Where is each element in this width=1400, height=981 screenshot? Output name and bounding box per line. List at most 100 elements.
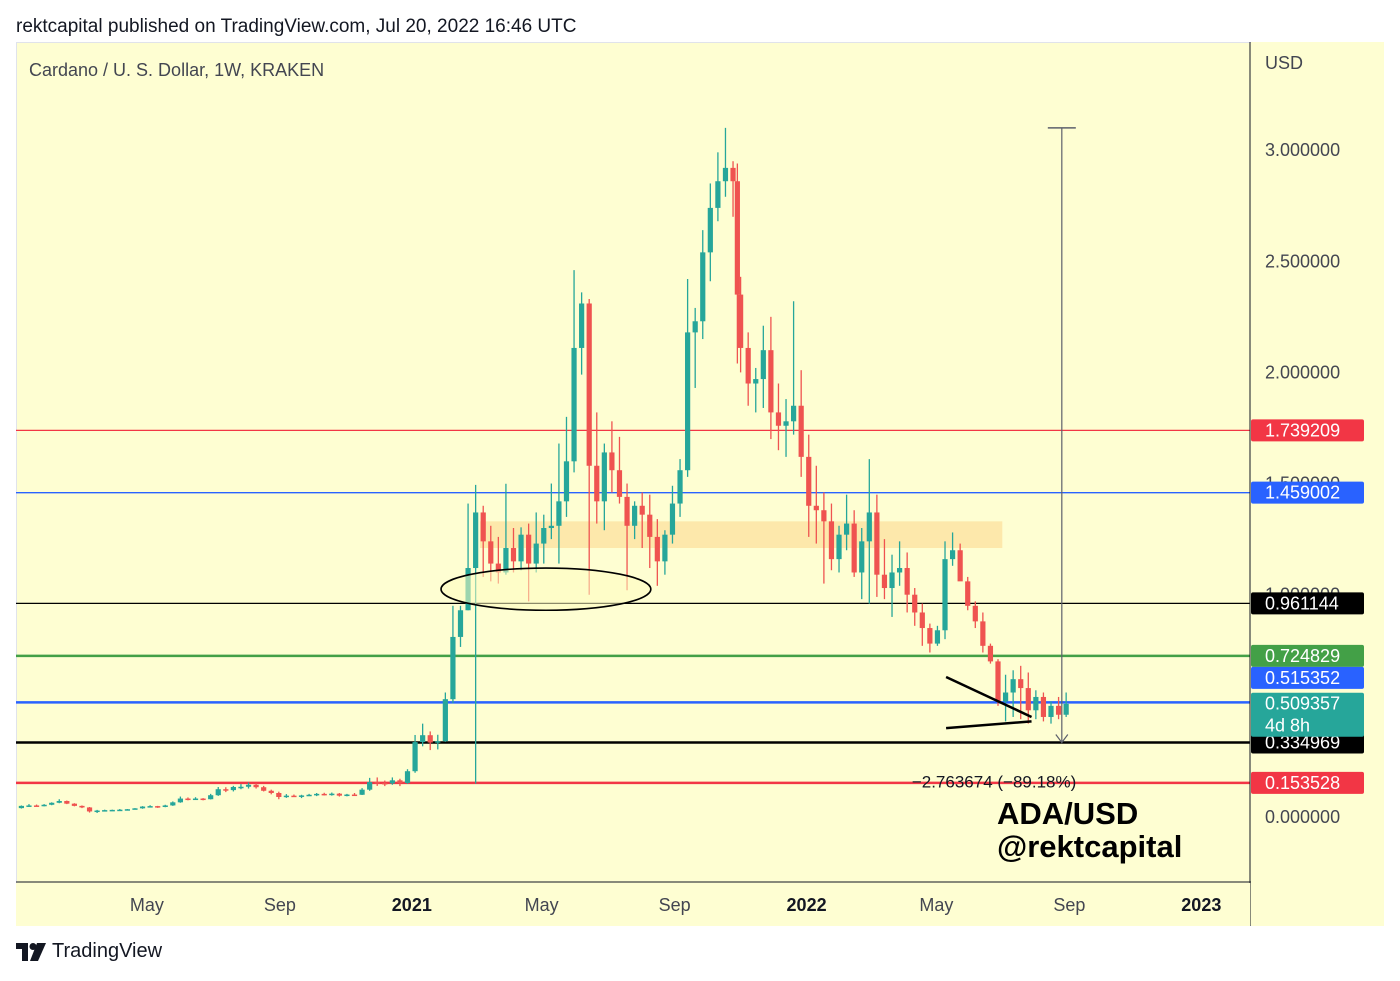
candle-body	[654, 536, 660, 562]
candle-body	[132, 808, 138, 810]
candle-body	[124, 809, 130, 811]
candle-body	[1002, 692, 1009, 702]
x-tick-label: 2023	[1181, 895, 1221, 915]
candle-body	[510, 548, 517, 562]
candle-body	[162, 805, 168, 807]
candle-body	[488, 541, 494, 564]
candle-body	[276, 792, 282, 797]
candle-body	[669, 503, 676, 535]
candle-body	[435, 741, 441, 743]
candle-body	[457, 610, 464, 637]
candle-body	[442, 699, 448, 742]
candle-body	[49, 802, 55, 805]
level-label-text: 0.334969	[1265, 733, 1340, 753]
horizontal-levels	[16, 429, 1250, 785]
candle-body	[692, 321, 698, 333]
y-tick-label: 3.000000	[1265, 140, 1340, 160]
candle-body	[828, 521, 835, 560]
publish-line: rektcapital published on TradingView.com…	[16, 16, 577, 37]
candle-body	[874, 512, 880, 575]
candle-body	[314, 793, 320, 796]
candle-body	[624, 496, 630, 526]
candle-body	[253, 784, 259, 788]
time-axis-bg	[16, 883, 1250, 926]
x-tick-label: Sep	[1053, 895, 1085, 915]
candle-body	[601, 452, 607, 502]
level-label-text: 1.459002	[1265, 483, 1340, 503]
brand-label: TradingView	[52, 940, 163, 962]
x-tick-label: May	[525, 895, 559, 915]
candle-body	[170, 802, 176, 806]
y-axis-unit: USD	[1265, 53, 1303, 73]
candle-body	[480, 512, 486, 542]
candle-body	[919, 612, 925, 629]
level-label-text: 1.739209	[1265, 420, 1340, 440]
candle-body	[420, 735, 426, 743]
candle-body	[1055, 705, 1062, 715]
candle-body	[662, 534, 668, 562]
candle-body	[632, 505, 638, 526]
current-price-bg	[1251, 692, 1364, 737]
candle-body	[768, 350, 774, 413]
candle-body	[859, 541, 865, 573]
candle-body	[215, 789, 221, 796]
candle-body	[382, 782, 388, 785]
candle-body	[881, 574, 888, 589]
candle-body	[306, 794, 312, 797]
x-tick-label: Sep	[264, 895, 296, 915]
candle-body	[86, 807, 93, 812]
candle-body	[321, 793, 327, 796]
candle-body	[775, 412, 782, 426]
measure-label: −2.763674 (−89.18%)	[912, 773, 1076, 792]
candle-body	[18, 805, 25, 809]
candle-body	[586, 303, 592, 466]
candle-body	[147, 806, 153, 808]
candle-body	[798, 405, 804, 457]
candle-body	[526, 534, 532, 564]
supply-zone	[479, 521, 1003, 549]
candle-body	[866, 512, 872, 542]
candle-body	[715, 181, 721, 208]
candle-body	[412, 742, 418, 772]
candle-body	[1018, 679, 1024, 689]
x-tick-label: 2021	[392, 895, 432, 915]
candle-body	[397, 780, 403, 783]
candle-body	[734, 181, 740, 295]
candle-body	[987, 645, 994, 662]
candle-body	[912, 594, 918, 613]
y-tick-label: 2.500000	[1265, 251, 1340, 271]
x-tick-label: May	[919, 895, 953, 915]
candle-body	[942, 559, 948, 631]
ellipse-annotation	[440, 567, 652, 612]
candle-body	[223, 789, 229, 791]
wedge-upper-line	[945, 675, 1033, 719]
candle-body	[851, 523, 857, 573]
candle-body	[208, 795, 214, 800]
candle-body	[329, 793, 335, 796]
level-label-bg	[1251, 481, 1364, 504]
price-chart[interactable]: −2.763674 (−89.18%) USD 3.000000 2.500000 2…	[16, 42, 1384, 926]
candle-body	[336, 793, 342, 796]
zone-rect	[479, 521, 1003, 549]
candle-body	[298, 795, 305, 797]
chart-frame	[16, 42, 1384, 926]
candle-body	[1040, 696, 1047, 717]
candle-body	[889, 572, 895, 589]
candle-body	[836, 534, 842, 560]
candle-body	[783, 421, 789, 426]
candle-body	[200, 798, 206, 801]
candle-body	[556, 501, 562, 526]
candle-body	[571, 347, 577, 462]
candle-body	[238, 786, 244, 789]
candle-body	[806, 456, 812, 506]
candle-body	[541, 528, 547, 544]
candle-body	[155, 806, 161, 808]
candle-body	[56, 800, 62, 803]
tradingview-brand[interactable]: TradingView	[16, 940, 162, 963]
level-label-bg	[1251, 419, 1364, 442]
watermark: ADA/USD @rektcapital	[997, 797, 1182, 863]
candle-body	[71, 803, 78, 806]
candle-body	[261, 787, 267, 791]
candle-body	[389, 780, 395, 784]
price-labels: 1.739209 1.459002 0.961144 0.724829 0.334969…	[1251, 419, 1364, 794]
